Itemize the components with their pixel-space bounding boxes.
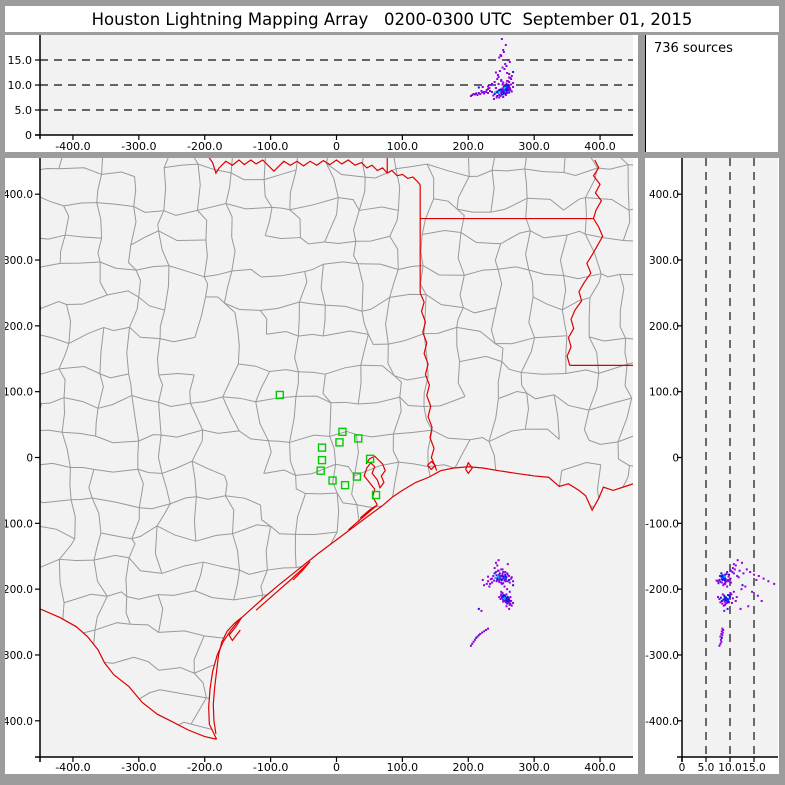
matagorda-lagoon [255,561,311,611]
svg-text:100.0: 100.0 [5,387,33,399]
sabine-lake [427,460,437,471]
svg-text:100.0: 100.0 [387,761,419,774]
station-marker [371,490,381,500]
station-marker [354,434,363,443]
svg-text:200.0: 200.0 [5,321,33,333]
svg-text:100.0: 100.0 [387,140,419,152]
svg-text:300.0: 300.0 [649,255,679,267]
svg-text:-400.0: -400.0 [55,761,90,774]
svg-text:-200.0: -200.0 [645,584,679,596]
galveston-bay [363,455,386,506]
lightning-points-layer [469,559,515,647]
svg-text:0: 0 [25,129,32,142]
svg-text:0: 0 [333,140,340,152]
station-marker [352,472,362,481]
plan-view-chart: 400.0 300.0 200.0 100.0 0 -100.0 -200.0 -300.0 -… [5,158,633,774]
svg-text:400.0: 400.0 [649,189,679,201]
sabine-tx-la [419,292,438,471]
station-marker [275,390,285,400]
svg-text:-300.0: -300.0 [121,140,156,152]
station-marker [316,466,325,475]
svg-text:-300.0: -300.0 [5,650,33,662]
svg-text:400.0: 400.0 [584,140,616,152]
svg-text:-300.0: -300.0 [645,650,679,662]
svg-text:-100.0: -100.0 [645,518,679,530]
svg-text:-400.0: -400.0 [645,716,679,728]
svg-text:-100.0: -100.0 [5,518,33,530]
laguna-madre [212,616,243,735]
lightning-points-layer [469,38,515,100]
station-marker [317,443,327,452]
altitude-northsouth-panel: 400.0 300.0 200.0 100.0 0 -100.0 -200.0 -300.0 -… [645,158,779,774]
rio-grande [40,608,217,740]
svg-text:-400.0: -400.0 [5,716,33,728]
svg-text:400.0: 400.0 [584,761,616,774]
station-marker [328,476,337,485]
state-borders-layer [40,158,633,740]
altitude-eastwest-panel: 0 5.0 10.0 15.0 -400.0 -300.0 -200.0 -100.0 0 100… [5,35,638,152]
calcasieu-lake [465,461,473,475]
svg-text:300.0: 300.0 [518,140,550,152]
altitude-northsouth-chart: 400.0 300.0 200.0 100.0 0 -100.0 -200.0 -300.0 -… [645,158,778,774]
svg-text:100.0: 100.0 [649,387,679,399]
station-marker [338,427,347,437]
station-marker [365,454,375,464]
svg-text:400.0: 400.0 [5,189,33,201]
svg-text:-400.0: -400.0 [55,140,90,152]
svg-text:-200.0: -200.0 [187,140,222,152]
source-count-box: 736 sources [645,35,778,152]
plot-title: Houston Lightning Mapping Array 0200-030… [5,6,779,32]
svg-text:15.0: 15.0 [8,54,33,67]
svg-text:200.0: 200.0 [453,761,485,774]
station-marker [317,455,327,465]
west-bay [347,504,378,531]
svg-text:0: 0 [679,762,686,774]
svg-text:10.0: 10.0 [8,79,33,92]
red-river-tx-ok [208,158,421,186]
svg-text:-200.0: -200.0 [187,761,222,774]
svg-text:-300.0: -300.0 [121,761,156,774]
svg-text:15.0: 15.0 [742,762,765,774]
svg-text:200.0: 200.0 [453,140,485,152]
svg-text:10.0: 10.0 [718,762,741,774]
altitude-eastwest-chart: 0 5.0 10.0 15.0 -400.0 -300.0 -200.0 -100.0 0 100… [8,35,633,152]
station-markers-layer [275,390,381,500]
plan-view-map-panel: 400.0 300.0 200.0 100.0 0 -100.0 -200.0 -300.0 -… [5,158,638,774]
svg-text:0: 0 [26,453,33,465]
svg-text:0: 0 [333,761,340,774]
svg-text:300.0: 300.0 [518,761,550,774]
svg-text:5.0: 5.0 [698,762,715,774]
svg-text:5.0: 5.0 [15,104,33,117]
svg-text:200.0: 200.0 [649,321,679,333]
svg-text:300.0: 300.0 [5,255,33,267]
station-marker [335,438,344,447]
svg-text:-200.0: -200.0 [5,584,33,596]
mississippi-river [566,159,604,366]
svg-text:-100.0: -100.0 [253,140,288,152]
station-marker [340,480,350,490]
lightning-points-layer [715,559,776,647]
source-count-label: 736 sources [654,41,733,56]
svg-text:-100.0: -100.0 [253,761,288,774]
svg-text:0: 0 [672,453,679,465]
gulf-coastline [208,466,633,740]
